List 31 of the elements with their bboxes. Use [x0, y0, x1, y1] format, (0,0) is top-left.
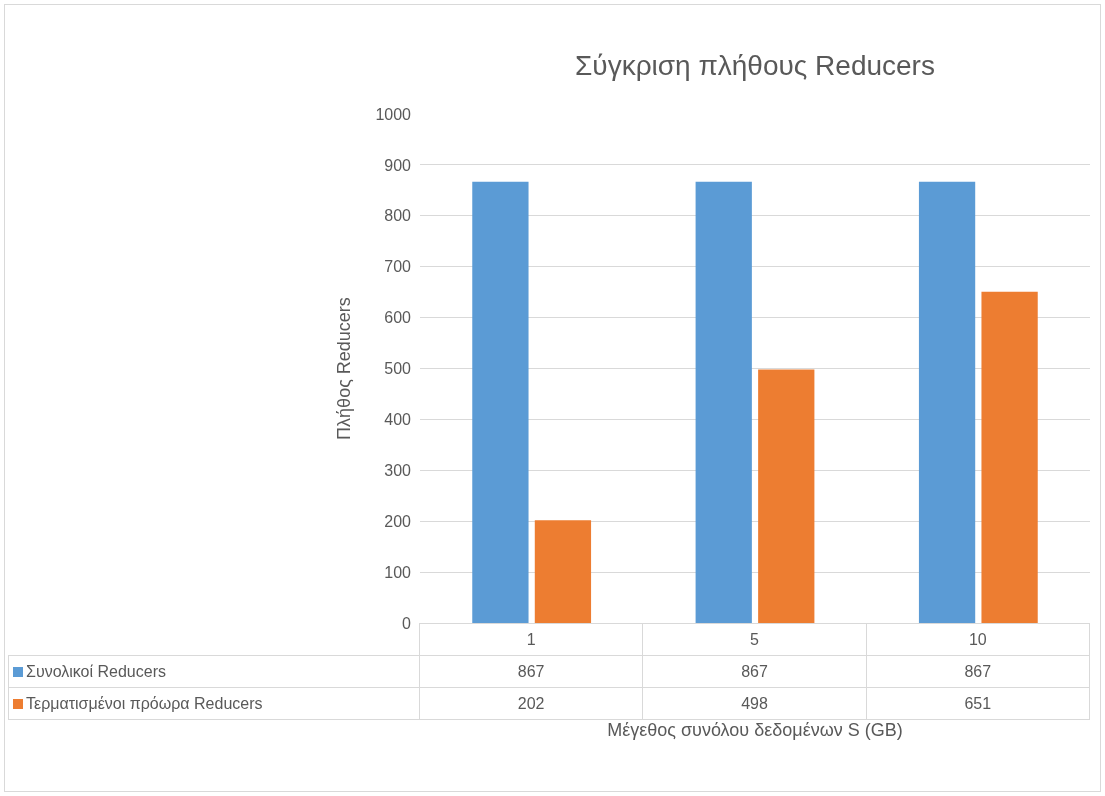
- y-tick-label: 700: [384, 258, 412, 276]
- y-tick-label: 600: [384, 309, 412, 327]
- bar: [918, 181, 976, 623]
- chart-title: Σύγκριση πλήθους Reducers: [575, 49, 935, 81]
- y-tick-label: 900: [384, 156, 412, 174]
- y-tick-label: 1000: [375, 105, 412, 123]
- y-tick-label: 400: [384, 411, 412, 428]
- y-tick-label: 0: [402, 614, 412, 632]
- bar: [472, 181, 529, 623]
- y-tick-label: 800: [384, 207, 412, 225]
- legend-label: Συνολικοί Reducers: [26, 662, 166, 680]
- x-tick-label: 1: [419, 623, 643, 656]
- bar: [981, 291, 1038, 623]
- x-tick-label: 10: [866, 623, 1090, 656]
- y-axis-title: Πλήθος Reducers: [333, 297, 354, 440]
- y-tick-label: 200: [384, 512, 412, 530]
- bar: [695, 181, 752, 623]
- x-tick-label: 5: [642, 623, 867, 656]
- bar: [758, 369, 815, 623]
- y-tick-label: 300: [384, 461, 412, 479]
- y-tick-label: 500: [384, 360, 412, 378]
- data-label: 651: [866, 687, 1090, 720]
- data-label: 867: [419, 655, 643, 688]
- x-axis-title: Μέγεθος συνόλου δεδομένων S (GB): [607, 720, 903, 741]
- bar: [534, 520, 592, 623]
- data-label: 202: [419, 687, 643, 720]
- data-label: 867: [866, 655, 1090, 688]
- data-label: 867: [642, 655, 867, 688]
- legend-label: Τερματισμένοι πρόωρα Reducers: [26, 694, 263, 712]
- y-tick-label: 100: [384, 563, 412, 581]
- data-label: 498: [642, 687, 867, 720]
